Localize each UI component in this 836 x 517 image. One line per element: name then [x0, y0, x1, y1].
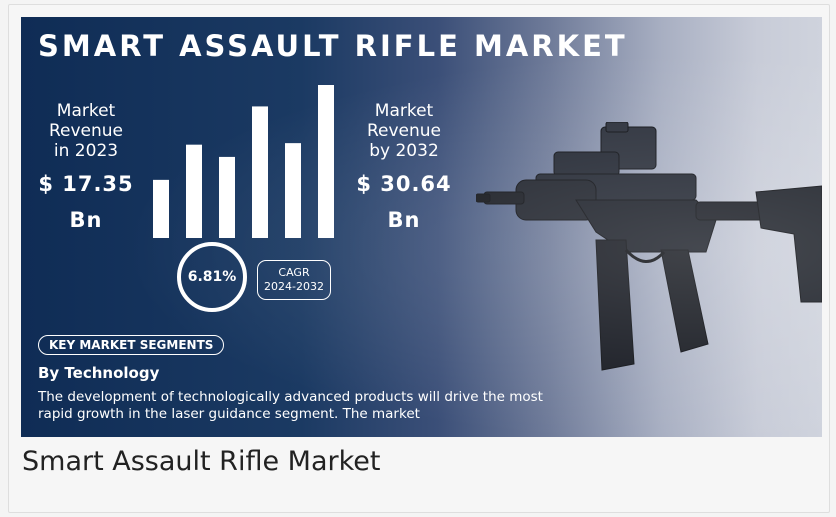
revenue-2023-unit: Bn: [69, 208, 103, 232]
revenue-2023-label-3: in 2023: [53, 141, 119, 161]
revenue-2032-label-2: Revenue: [366, 121, 442, 141]
segment-heading: By Technology: [38, 364, 160, 382]
infographic-banner: SMART ASSAULT RIFLE MARKET Market Revenu…: [21, 17, 822, 437]
growth-bar: [252, 106, 268, 238]
growth-bar: [285, 143, 301, 238]
revenue-2032-value: $ 30.64: [356, 172, 452, 196]
key-market-segments-badge: KEY MARKET SEGMENTS: [38, 335, 225, 355]
cagr-rate: 6.81%: [187, 269, 237, 285]
revenue-2032: Market Revenue by 2032 $ 30.64 Bn: [349, 101, 459, 233]
growth-bar: [219, 156, 235, 238]
revenue-2023-label-1: Market: [56, 101, 116, 121]
revenue-2023-label-2: Revenue: [48, 121, 124, 141]
description-line-2: rapid growth in the laser guidance segme…: [38, 406, 420, 422]
revenue-2032-unit: Bn: [387, 208, 421, 232]
assault-rifle-image: [476, 122, 822, 371]
cagr-label: CAGR: [278, 266, 310, 279]
banner-title: SMART ASSAULT RIFLE MARKET: [38, 29, 628, 63]
cagr-badge: CAGR 2024-2032: [257, 260, 331, 300]
revenue-2032-label-1: Market: [374, 101, 434, 121]
revenue-2023-value: $ 17.35: [38, 172, 134, 196]
image-caption: Smart Assault Rifle Market: [22, 446, 381, 477]
cagr-period: 2024-2032: [264, 280, 324, 293]
description-line-1: The development of technologically advan…: [38, 389, 543, 405]
revenue-2023: Market Revenue in 2023 $ 17.35 Bn: [33, 101, 139, 233]
growth-bar: [186, 144, 202, 238]
segment-description: The development of technologically advan…: [38, 389, 608, 423]
revenue-2032-label-3: by 2032: [369, 141, 439, 161]
growth-bar: [153, 179, 169, 238]
growth-bar: [318, 85, 334, 238]
cagr-rate-circle: 6.81%: [177, 242, 247, 312]
